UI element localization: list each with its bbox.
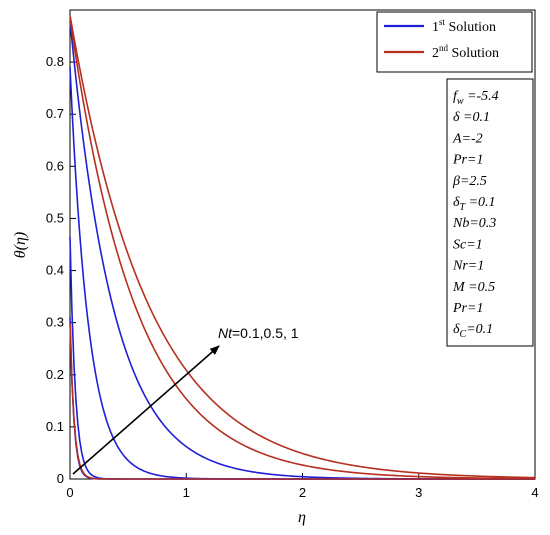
parameter-5: δT =0.1 [453, 195, 496, 213]
nt-annotation: Nt=0.1,0.5, 1 [218, 325, 299, 341]
y-tick-label: 0.8 [46, 54, 64, 69]
y-tick-label: 0.4 [46, 263, 64, 278]
parameter-6: Nb=0.3 [452, 216, 496, 231]
parameter-8: Nr=1 [452, 259, 484, 274]
parameter-1: δ =0.1 [453, 110, 490, 125]
y-tick-label: 0.7 [46, 106, 64, 121]
parameter-box: fw =-5.4 δ =0.1 A=-2 Pr=1 β=2.5 δT =0.1 Nb=0.3… [446, 78, 534, 347]
legend-2nd-num: 2 [432, 46, 439, 61]
series-line-2nd-6 [69, 15, 536, 479]
parameter-4: β=2.5 [452, 174, 487, 189]
parameter-box-frame [446, 78, 534, 347]
legend-2nd-rest: Solution [448, 46, 499, 61]
x-axis-label: η [298, 509, 306, 526]
y-axis-label: θ(η) [12, 232, 29, 258]
x-tick-label: 1 [183, 485, 190, 500]
parameter-11: δC=0.1 [453, 322, 493, 340]
y-tick-label: 0.1 [46, 419, 64, 434]
nt-arrow [72, 345, 220, 475]
x-tick-label: 3 [415, 485, 422, 500]
nt-annotation-prefix: Nt [218, 325, 233, 341]
parameter-9: M =0.5 [452, 280, 495, 295]
series-line-2nd-4 [69, 322, 535, 480]
y-tick-label: 0.2 [46, 367, 64, 382]
legend-1st-rest: Solution [445, 20, 496, 35]
y-tick-label: 0.6 [46, 158, 64, 173]
series-line-2nd-5 [69, 17, 536, 480]
legend: 1st Solution 2nd Solution [376, 11, 533, 73]
x-tick-label: 4 [531, 485, 538, 500]
x-tick-label: 0 [66, 485, 73, 500]
y-tick-label: 0.3 [46, 315, 64, 330]
legend-1st-sup: st [439, 17, 446, 27]
legend-1st-num: 1 [432, 20, 439, 35]
series-group [69, 15, 536, 480]
parameter-2: A=-2 [452, 131, 483, 146]
legend-label-2nd: 2nd Solution [432, 43, 499, 61]
parameter-list: fw =-5.4 δ =0.1 A=-2 Pr=1 β=2.5 δT =0.1 Nb=0.3… [452, 89, 499, 340]
parameter-10: Pr=1 [452, 301, 483, 316]
parameter-7: Sc=1 [453, 237, 483, 252]
nt-annotation-values: =0.1,0.5, 1 [232, 325, 299, 341]
legend-label-1st: 1st Solution [432, 17, 496, 35]
y-tick-label: 0.5 [46, 210, 64, 225]
x-tick-label: 2 [299, 485, 306, 500]
tick-group: 0 1 2 3 4 0 0.1 0.2 0.3 0.4 0.5 0.6 0.7 0.8 [46, 54, 539, 500]
legend-2nd-sup: nd [439, 43, 449, 53]
parameter-0: fw =-5.4 [453, 89, 499, 107]
parameter-3: Pr=1 [452, 153, 483, 168]
y-tick-label: 0 [57, 471, 64, 486]
legend-box [376, 11, 533, 73]
